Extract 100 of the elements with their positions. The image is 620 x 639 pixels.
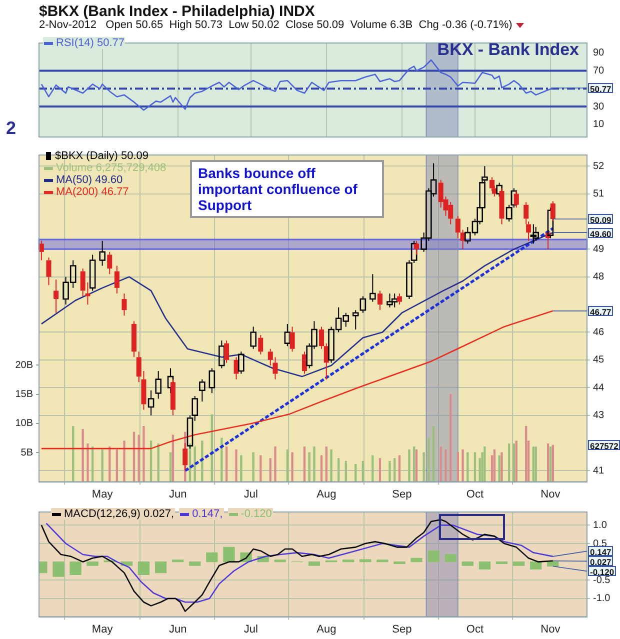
candlestick xyxy=(224,340,230,364)
bar xyxy=(260,455,262,482)
y2-tick-label: 5B xyxy=(20,447,34,458)
bar xyxy=(466,452,469,482)
x-tick-label: May xyxy=(92,488,114,500)
bar xyxy=(138,562,150,575)
y-tick-label: 48 xyxy=(593,272,605,283)
bar xyxy=(342,560,354,562)
candlestick xyxy=(284,323,291,347)
candlestick xyxy=(238,351,244,374)
candlestick xyxy=(455,215,460,239)
y-tick-label: 45 xyxy=(593,354,605,366)
bar xyxy=(372,455,374,482)
bar xyxy=(303,446,306,482)
bar xyxy=(142,426,145,482)
bar xyxy=(325,446,328,482)
candlestick xyxy=(499,188,504,225)
candlestick xyxy=(258,334,264,355)
bar xyxy=(70,562,82,575)
bar xyxy=(269,458,272,482)
bar xyxy=(320,455,323,482)
bar xyxy=(515,440,518,482)
bar xyxy=(410,558,422,562)
y-tick-label: 43 xyxy=(593,410,605,422)
legend-label: -0.120 xyxy=(228,508,273,520)
candlestick xyxy=(114,265,120,294)
bar xyxy=(432,426,435,482)
candlestick xyxy=(170,378,176,416)
annotation: 50.77 xyxy=(588,82,614,94)
y-tick-label: 10 xyxy=(593,119,605,130)
bar xyxy=(291,452,294,482)
bar xyxy=(498,455,500,482)
bar xyxy=(150,440,152,482)
x-tick-label: Jul xyxy=(244,488,258,500)
bar xyxy=(189,562,201,566)
bar xyxy=(337,458,340,482)
bar xyxy=(428,550,440,562)
candlestick xyxy=(148,390,154,416)
bar xyxy=(398,455,401,482)
y-tick-label: -0.5 xyxy=(593,574,611,586)
bar xyxy=(116,449,118,482)
bar xyxy=(552,444,554,482)
text: 627572 xyxy=(588,440,620,452)
bar xyxy=(440,446,442,482)
bar xyxy=(450,394,452,482)
y-tick-label: 49 xyxy=(593,244,605,255)
annotation: 50.09 xyxy=(588,214,614,225)
bar xyxy=(240,455,242,482)
annotation: 49.60 xyxy=(588,228,614,239)
bar xyxy=(428,438,430,482)
bar xyxy=(225,446,228,482)
bar xyxy=(534,446,537,482)
bar xyxy=(444,449,447,482)
bar xyxy=(462,449,464,482)
candlestick xyxy=(514,190,519,208)
candlestick xyxy=(199,378,206,402)
bar xyxy=(154,562,167,574)
x-tick-label: Jul xyxy=(244,623,258,636)
candlestick xyxy=(532,226,540,242)
bar xyxy=(547,562,559,567)
x-tick-label: May xyxy=(92,623,114,636)
y-tick-label: 70 xyxy=(593,66,605,76)
bar xyxy=(52,562,64,577)
bar xyxy=(474,452,476,482)
bar xyxy=(462,562,474,566)
annotation: Banks bounce off important confluence of Support xyxy=(190,160,384,218)
bar xyxy=(86,562,98,566)
bar xyxy=(344,461,347,482)
bar xyxy=(354,464,357,482)
legend-label: $BKX (Daily) 50.09 xyxy=(54,150,150,162)
text: 2 xyxy=(6,118,16,139)
y-tick-label: -1.0 xyxy=(593,593,611,604)
bar xyxy=(546,444,550,482)
annotation: -0.120 xyxy=(588,566,616,578)
x-tick-label: Aug xyxy=(316,488,336,500)
bar xyxy=(508,444,510,482)
candlestick xyxy=(377,290,382,311)
legend-label: MA(200) 46.77 xyxy=(55,186,130,198)
legend-label: 0.147, xyxy=(179,508,224,520)
bar xyxy=(412,446,416,482)
candlestick xyxy=(99,240,106,266)
bar xyxy=(206,552,218,562)
chart-subtitle: 2-Nov-2012 Open 50.65 High 50.73 Low 50.02 Close 50.09 Volume 6.3B Chg -0.36 (-0.71%) xyxy=(39,19,514,31)
legend-label: MACD(12,26,9) 0.027, xyxy=(51,508,176,520)
x-tick-label: Nov xyxy=(540,488,561,500)
bar xyxy=(422,452,425,482)
candlestick xyxy=(131,320,136,358)
candlestick xyxy=(122,292,127,316)
legend-label: Volume 6,275,729,408 xyxy=(55,162,168,174)
candlestick xyxy=(414,240,420,256)
chart-title: $BKX (Bank Index - Philadelphia) INDX xyxy=(39,3,315,20)
x-tick-label: Aug xyxy=(316,623,336,636)
y-tick-label: 90 xyxy=(593,48,605,59)
y2-tick-label: 20B xyxy=(15,360,34,371)
bar xyxy=(484,446,486,482)
y-tick-label: 51 xyxy=(593,188,605,200)
bar xyxy=(500,452,503,482)
annotation: 46.77 xyxy=(588,306,614,317)
bar xyxy=(274,560,286,562)
bar xyxy=(362,461,364,482)
